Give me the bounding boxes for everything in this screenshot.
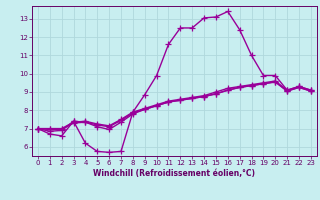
X-axis label: Windchill (Refroidissement éolien,°C): Windchill (Refroidissement éolien,°C) xyxy=(93,169,255,178)
